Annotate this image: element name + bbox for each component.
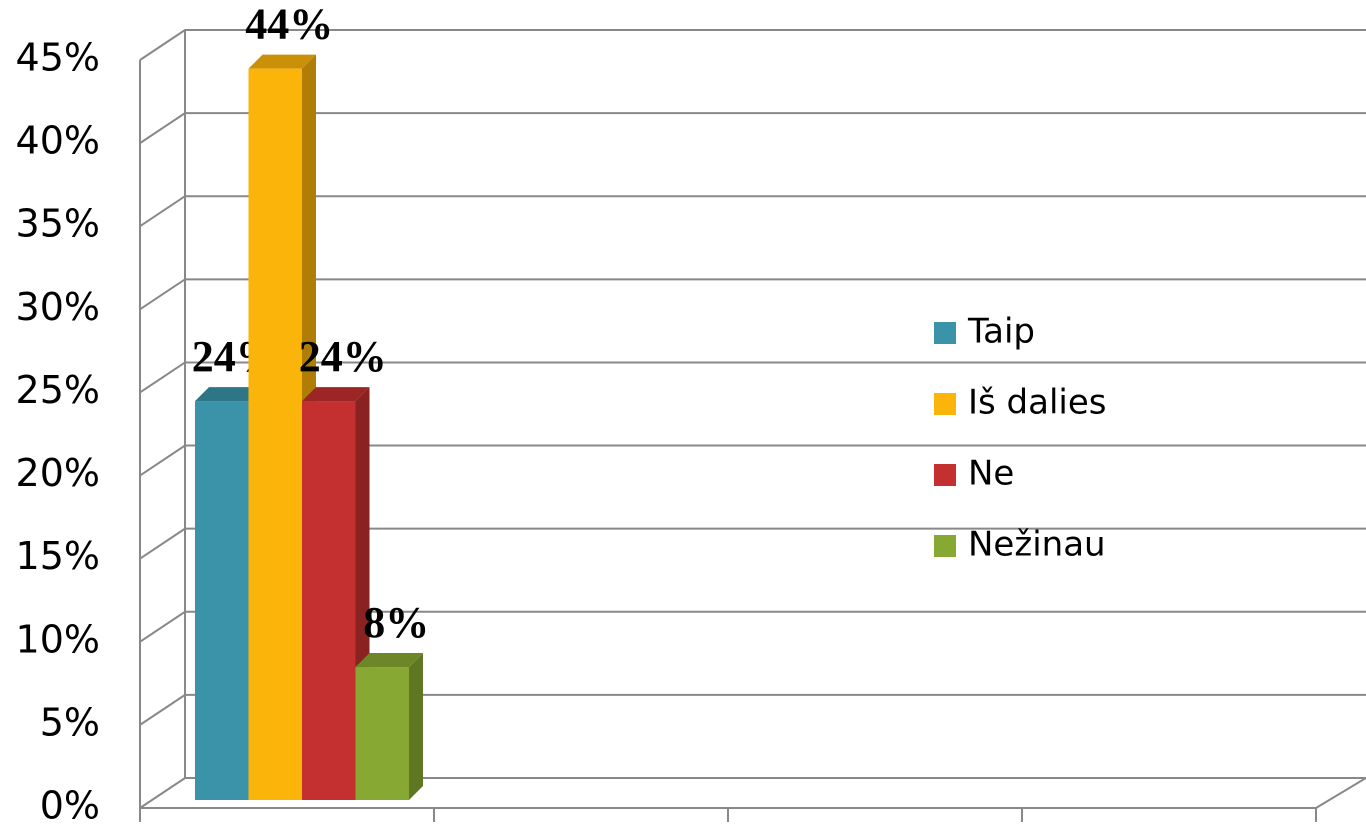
bar-top: [301, 387, 370, 402]
legend-swatch: [934, 393, 956, 415]
bar-top: [355, 653, 424, 668]
grid-line: [139, 361, 1366, 394]
y-tick-label: 25%: [16, 368, 100, 412]
grid-line: [139, 29, 1366, 61]
legend-swatch: [934, 464, 956, 486]
grid-line: [139, 777, 1366, 809]
data-label: 44%: [245, 0, 333, 49]
legend-label: Iš dalies: [968, 383, 1107, 423]
grid-line: [139, 444, 1366, 477]
bar-top: [194, 387, 263, 402]
bar-front: [248, 68, 302, 801]
data-label: 8%: [363, 598, 429, 647]
y-tick-label: 5%: [40, 700, 100, 744]
grid-line: [139, 693, 1366, 726]
y-tick-label: 30%: [16, 285, 100, 329]
grid-line: [139, 195, 1366, 228]
bar-front: [194, 401, 249, 800]
data-label: 24%: [299, 332, 387, 381]
y-tick-label: 10%: [16, 617, 100, 661]
bar-side: [409, 653, 424, 800]
legend-label: Nežinau: [968, 525, 1106, 565]
bar-front: [301, 401, 356, 800]
bar: [355, 653, 424, 800]
legend-swatch: [934, 535, 956, 557]
y-tick-label: 35%: [16, 202, 100, 246]
y-tick-label: 45%: [16, 36, 100, 80]
y-tick-label: 0%: [40, 784, 100, 828]
grid-line: [139, 527, 1366, 560]
bar-top: [248, 54, 316, 69]
legend-label: Ne: [968, 454, 1014, 494]
y-tick-label: 15%: [16, 534, 100, 578]
legend-swatch: [934, 322, 956, 344]
grid-line: [139, 610, 1366, 643]
y-tick-label: 20%: [16, 451, 100, 495]
legend-label: Taip: [967, 312, 1035, 352]
y-tick-label: 40%: [16, 119, 100, 163]
grid-line: [139, 278, 1366, 311]
bar-front: [355, 667, 410, 800]
grid-line: [139, 112, 1366, 144]
